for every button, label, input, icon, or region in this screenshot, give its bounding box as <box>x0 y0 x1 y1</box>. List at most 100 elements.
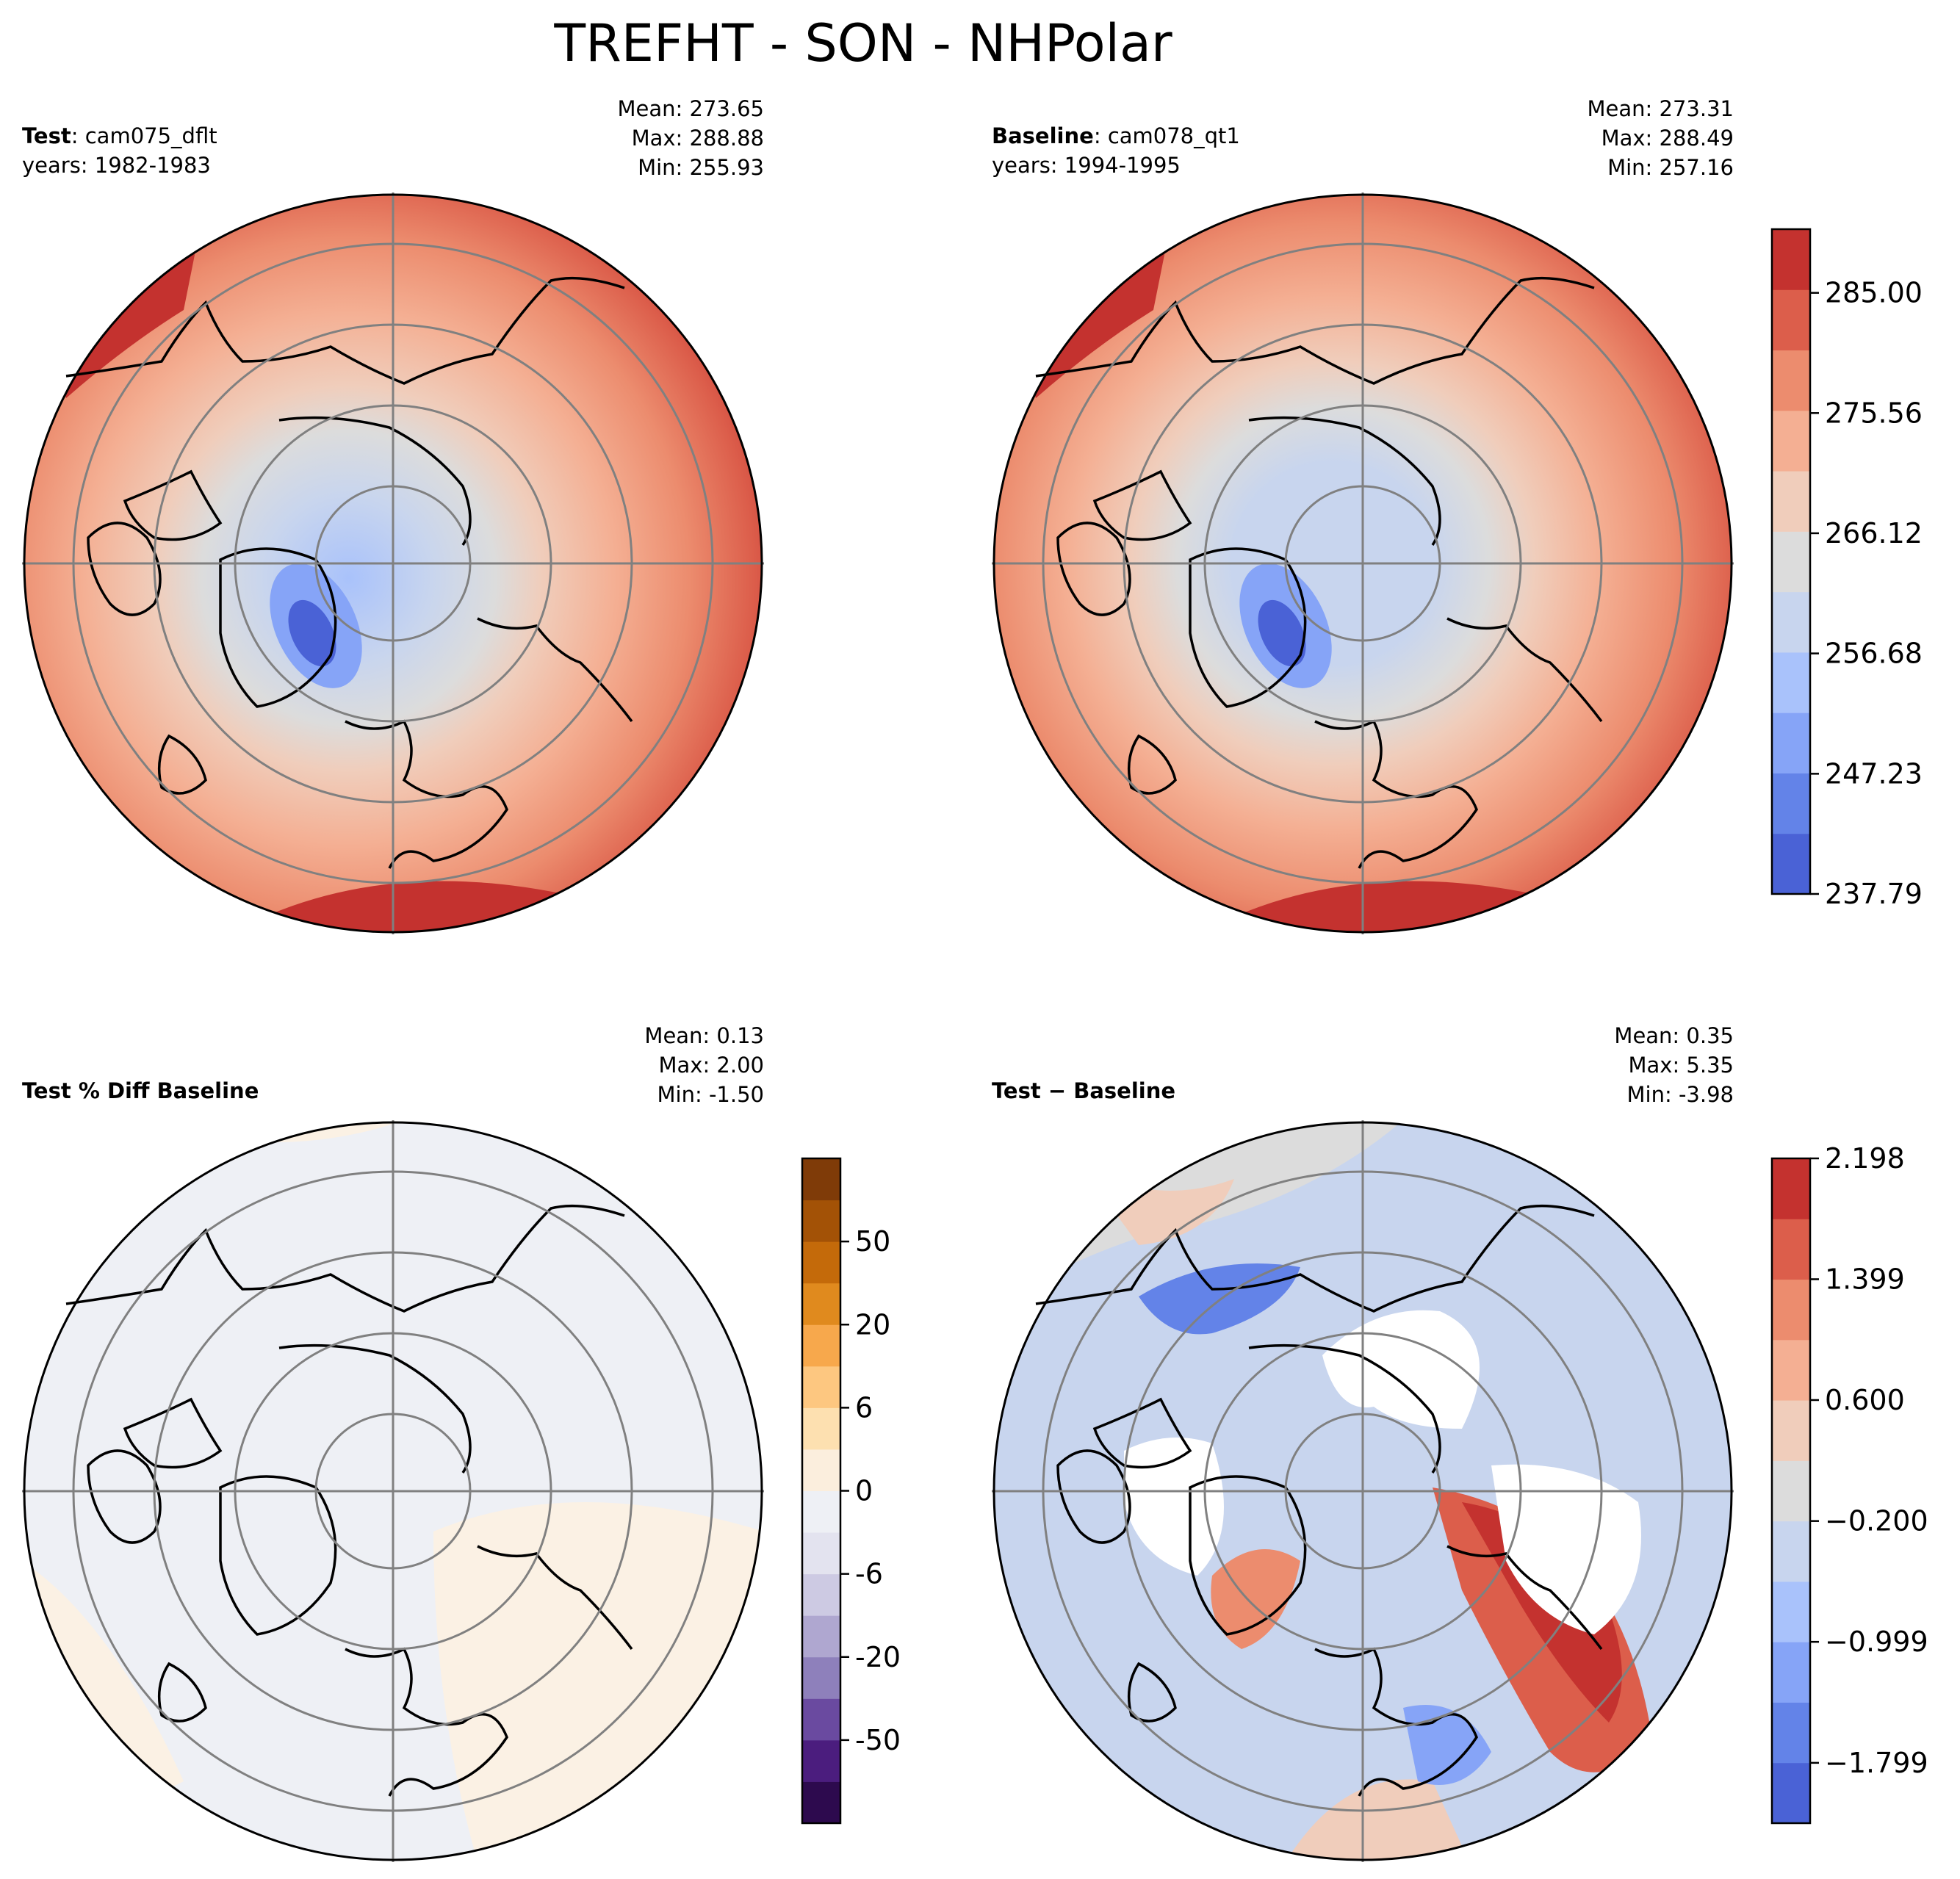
colorbar-segment <box>1772 1219 1810 1280</box>
colorbar-tick-label: 1.399 <box>1825 1263 1905 1295</box>
colorbar-segment <box>1772 350 1810 411</box>
baseline-max: Max: 288.49 <box>1601 126 1734 151</box>
coastlines <box>65 1204 633 1797</box>
diff-label-bold: Test − Baseline <box>992 1078 1176 1103</box>
diff-max: Max: 5.35 <box>1628 1053 1734 1078</box>
diff-min: Min: -3.98 <box>1626 1082 1734 1107</box>
colorbar-segment <box>802 1407 840 1450</box>
test-label: Test: cam075_dflt years: 1982-1983 <box>22 121 217 180</box>
diff-stats: Mean: 0.35 Max: 5.35 Min: -3.98 <box>1484 1021 1734 1109</box>
baseline-polar-map <box>992 192 1734 934</box>
colorbar-segment <box>1772 289 1810 351</box>
diff-label: Test − Baseline <box>992 1076 1175 1106</box>
map-boundary <box>23 1121 763 1861</box>
colorbar-segment <box>802 1781 840 1824</box>
colorbar-tick-label: 50 <box>855 1225 890 1258</box>
colorbar-tick-label: 285.00 <box>1825 277 1923 309</box>
figure-title: TREFHT - SON - NHPolar <box>554 13 1172 73</box>
test-years: years: 1982-1983 <box>22 153 211 178</box>
colorbar-tick-label: -20 <box>855 1641 901 1673</box>
colorbar-tick-label: −0.200 <box>1825 1505 1928 1537</box>
colorbar-tick-label: -6 <box>855 1558 883 1590</box>
test-max: Max: 288.88 <box>631 126 764 151</box>
test-polar-map <box>22 192 764 934</box>
diff-warm-greenland <box>1211 1549 1300 1649</box>
baseline-case-name: cam078_qt1 <box>1107 123 1240 148</box>
pctdiff-max: Max: 2.00 <box>658 1053 764 1078</box>
colorbar-segment <box>1772 1158 1810 1219</box>
graticule <box>992 1120 1734 1862</box>
colorbar-segment <box>1772 773 1810 834</box>
colorbar-segment <box>1772 1460 1810 1522</box>
colorbar-segment <box>802 1532 840 1575</box>
coastlines <box>1035 1204 1603 1797</box>
greenland-cold-core <box>1258 599 1306 667</box>
test-case-name: cam075_dflt <box>84 123 217 148</box>
colorbar-tick-label: 247.23 <box>1825 757 1923 790</box>
colorbar-segment <box>802 1200 840 1242</box>
map-boundary <box>992 1121 1733 1861</box>
colorbar-segment <box>802 1158 840 1201</box>
absolute-colorbar: 237.79 247.23 256.68 266.12 275.56 285.00 <box>1770 228 1923 910</box>
colorbar-tick-label: 256.68 <box>1825 638 1923 670</box>
test-min: Min: 255.93 <box>638 155 764 180</box>
colorbar-segment <box>1772 1581 1810 1642</box>
pctdiff-mean: Mean: 0.13 <box>644 1023 764 1048</box>
baseline-min: Min: 257.16 <box>1607 155 1734 180</box>
map-boundary <box>23 193 763 934</box>
colorbar-segment <box>802 1241 840 1284</box>
baseline-label-bold: Baseline <box>992 123 1094 148</box>
colorbar-frame <box>1770 1157 1812 1825</box>
diff-mean: Mean: 0.35 <box>1614 1023 1734 1048</box>
map-boundary <box>992 193 1733 934</box>
colorbar-segment <box>1772 1400 1810 1461</box>
colorbar-tick-label: 0 <box>855 1475 873 1507</box>
colorbar-tick-label: 2.198 <box>1825 1142 1905 1175</box>
colorbar-segment <box>802 1490 840 1533</box>
test-stats: Mean: 273.65 Max: 288.88 Min: 255.93 <box>514 94 764 182</box>
colorbar-segment <box>802 1366 840 1408</box>
colorbar-tick-label: 275.56 <box>1825 397 1923 429</box>
colorbar-segment <box>1772 652 1810 713</box>
pctdiff-polar-map <box>22 1120 764 1862</box>
colorbar-segment <box>802 1739 840 1782</box>
colorbar-segment <box>1772 591 1810 653</box>
colorbar-tick-label: −0.999 <box>1825 1626 1928 1658</box>
graticule <box>22 192 764 934</box>
diff-polar-map <box>992 1120 1734 1862</box>
colorbar-segment <box>802 1449 840 1491</box>
test-label-bold: Test <box>22 123 71 148</box>
colorbar-tick-label: −1.799 <box>1825 1747 1928 1779</box>
colorbar-segment <box>802 1324 840 1367</box>
greenland-cold-core <box>288 599 336 667</box>
baseline-stats: Mean: 273.31 Max: 288.49 Min: 257.16 <box>1484 94 1734 182</box>
test-mean: Mean: 273.65 <box>617 96 764 121</box>
diff-out-of-range-west <box>1124 1438 1224 1576</box>
colorbar-tick-label: 266.12 <box>1825 517 1923 549</box>
diff-out-of-range-east <box>1491 1464 1641 1634</box>
colorbar-segment <box>1772 1521 1810 1582</box>
colorbar-segment <box>1772 531 1810 593</box>
baseline-label: Baseline: cam078_qt1 years: 1994-1995 <box>992 121 1240 180</box>
colorbar-segment <box>1772 833 1810 895</box>
pctdiff-stats: Mean: 0.13 Max: 2.00 Min: -1.50 <box>514 1021 764 1109</box>
colorbar-segment <box>1772 471 1810 532</box>
colorbar-segment <box>1772 1702 1810 1764</box>
baseline-years: years: 1994-1995 <box>992 153 1181 178</box>
colorbar-segment <box>1772 1279 1810 1341</box>
pctdiff-min: Min: -1.50 <box>657 1082 764 1107</box>
pctdiff-label: Test % Diff Baseline <box>22 1076 259 1106</box>
graticule <box>22 1120 764 1862</box>
diff-colorbar: −1.799 −0.999 −0.200 0.600 1.399 2.198 <box>1770 1142 1928 1825</box>
colorbar-segment <box>802 1573 840 1616</box>
colorbar-segment <box>802 1656 840 1699</box>
colorbar-frame <box>1770 228 1812 895</box>
pctdiff-colorbar: -50 -20 -6 0 6 20 50 <box>801 1157 901 1825</box>
colorbar-tick-label: 237.79 <box>1825 878 1923 910</box>
colorbar-segment <box>802 1698 840 1741</box>
diff-hot-east <box>1462 1502 1622 1723</box>
colorbar-tick-label: -50 <box>855 1724 901 1756</box>
graticule <box>992 192 1734 934</box>
colorbar-segment <box>802 1283 840 1325</box>
pctdiff-label-bold: Test % Diff Baseline <box>22 1078 259 1103</box>
